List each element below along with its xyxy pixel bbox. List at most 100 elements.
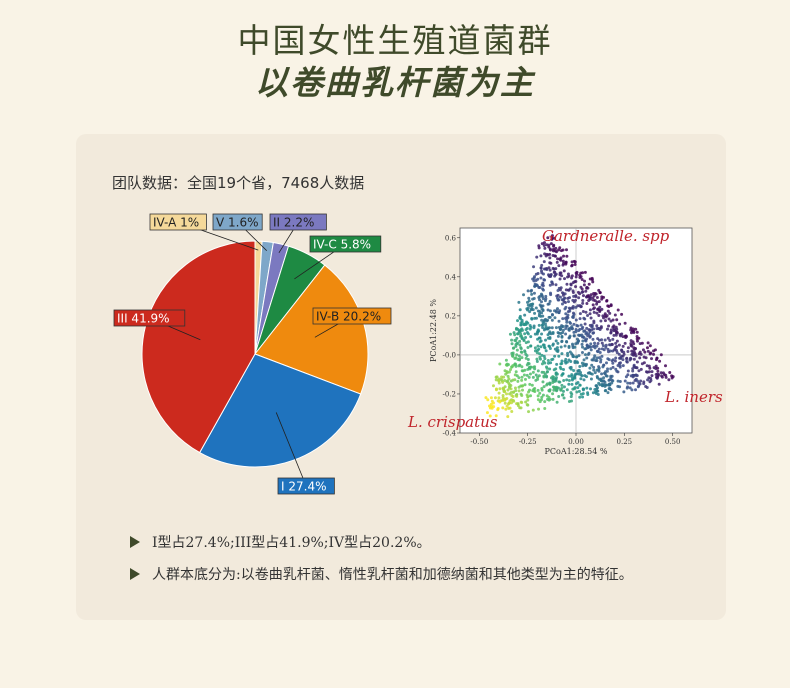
scatter-point: [507, 370, 511, 374]
scatter-point: [570, 260, 574, 264]
scatter-point: [515, 336, 519, 340]
scatter-point: [532, 275, 536, 279]
scatter-point: [540, 362, 544, 366]
scatter-point: [602, 379, 606, 383]
scatter-point: [504, 372, 508, 376]
scatter-point: [609, 376, 613, 380]
scatter-point: [644, 370, 648, 374]
scatter-point: [569, 367, 573, 371]
scatter-point: [509, 368, 513, 372]
scatter-point: [638, 356, 642, 360]
scatter-point: [554, 267, 558, 271]
scatter-point: [526, 300, 530, 304]
scatter-point: [615, 369, 619, 373]
scatter-point: [566, 300, 570, 304]
scatter-point: [571, 289, 575, 293]
scatter-point: [543, 400, 547, 404]
scatter-point: [577, 296, 581, 300]
scatter-point: [561, 372, 565, 376]
scatter-point: [517, 354, 521, 358]
scatter-point: [648, 380, 652, 384]
scatter-point: [618, 322, 622, 326]
scatter-point: [545, 370, 549, 374]
scatter-point: [592, 356, 596, 360]
scatter-point: [617, 343, 621, 347]
scatter-point: [542, 278, 546, 282]
scatter-point: [660, 374, 664, 378]
scatter-point: [576, 341, 580, 345]
scatter-point: [549, 242, 553, 246]
scatter-point: [555, 388, 559, 392]
scatter-point: [585, 285, 589, 289]
scatter-point: [543, 357, 547, 361]
scatter-point: [570, 326, 574, 330]
scatter-point: [585, 386, 589, 390]
scatter-point: [526, 289, 530, 293]
scatter-point: [606, 336, 610, 340]
scatter-point: [567, 327, 571, 331]
scatter-point: [664, 364, 668, 368]
scatter-point: [538, 391, 542, 395]
scatter-point: [600, 372, 604, 376]
scatter-point: [538, 352, 542, 356]
scatter-point: [599, 319, 603, 323]
scatter-point: [514, 327, 518, 331]
scatter-point: [511, 395, 515, 399]
scatter-point: [623, 341, 627, 345]
scatter-point: [564, 326, 568, 330]
pie-label-iv-c: IV-C 5.8%: [313, 238, 371, 252]
scatter-point: [592, 365, 596, 369]
scatter-point: [595, 375, 599, 379]
scatter-point: [611, 358, 615, 362]
scatter-point: [534, 373, 538, 377]
scatter-point: [538, 340, 542, 344]
scatter-point: [652, 366, 656, 370]
scatter-point: [589, 387, 593, 391]
scatter-point: [537, 312, 541, 316]
scatter-point: [543, 407, 547, 411]
scatter-point: [518, 406, 522, 410]
scatter-point: [491, 384, 495, 388]
scatter-point: [548, 268, 552, 272]
scatter-point: [584, 310, 588, 314]
scatter-point: [501, 398, 505, 402]
scatter-point: [579, 392, 583, 396]
scatter-point: [605, 369, 609, 373]
scatter-point: [592, 368, 596, 372]
scatter-point: [631, 381, 635, 385]
y-tick-label: 0.6: [445, 234, 457, 242]
scatter-point: [539, 314, 543, 318]
scatter-point: [645, 346, 649, 350]
scatter-point: [526, 308, 530, 312]
scatter-point: [564, 357, 568, 361]
scatter-point: [551, 331, 555, 335]
scatter-point: [561, 328, 565, 332]
scatter-point: [554, 254, 558, 258]
scatter-point: [536, 377, 540, 381]
scatter-point: [485, 411, 489, 415]
scatter-point: [637, 352, 641, 356]
scatter-point: [589, 316, 593, 320]
scatter-point: [519, 347, 523, 351]
scatter-point: [597, 300, 601, 304]
scatter-point: [553, 354, 557, 358]
scatter-point: [566, 354, 570, 358]
scatter-point: [559, 286, 563, 290]
y-tick-label: -0.4: [443, 430, 457, 438]
scatter-point: [591, 280, 595, 284]
scatter-point: [604, 361, 608, 365]
scatter-point: [513, 338, 517, 342]
scatter-point: [510, 351, 514, 355]
scatter-point: [556, 341, 560, 345]
scatter-point: [615, 339, 619, 343]
scatter-point: [636, 385, 640, 389]
scatter-point: [586, 393, 590, 397]
scatter-point: [544, 349, 548, 353]
scatter-point: [569, 399, 573, 403]
pcoa-annotation: L. crispatus: [407, 413, 498, 431]
scatter-point: [599, 379, 603, 383]
scatter-point: [593, 291, 597, 295]
scatter-point: [608, 383, 612, 387]
scatter-point: [570, 373, 574, 377]
scatter-point: [598, 305, 602, 309]
